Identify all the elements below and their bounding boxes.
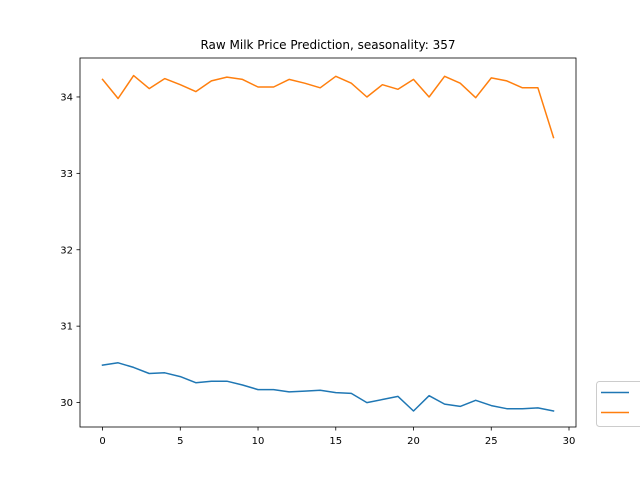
x-axis: 0 5 10 15 20 25 30 xyxy=(99,427,575,447)
x-tick-label: 15 xyxy=(329,436,342,447)
y-tick-label: 32 xyxy=(60,245,73,256)
legend xyxy=(596,381,640,427)
x-tick-label: 0 xyxy=(99,436,105,447)
x-tick-label: 20 xyxy=(407,436,420,447)
x-tick-label: 5 xyxy=(177,436,183,447)
x-tick-label: 10 xyxy=(252,436,265,447)
plot-frame xyxy=(79,57,577,428)
plot-series xyxy=(101,74,555,412)
series-line-2 xyxy=(101,74,555,139)
x-tick-label: 25 xyxy=(485,436,498,447)
series-line-1 xyxy=(101,362,555,412)
y-tick-label: 33 xyxy=(60,169,73,180)
y-tick-label: 31 xyxy=(60,322,73,333)
y-tick-label: 34 xyxy=(60,92,73,103)
y-tick-label: 30 xyxy=(60,398,73,409)
x-tick-label: 30 xyxy=(563,436,576,447)
legend-box xyxy=(596,381,640,427)
y-axis: 30 31 32 33 34 xyxy=(60,92,80,409)
chart-title: Raw Milk Price Prediction, seasonality: … xyxy=(200,38,455,52)
